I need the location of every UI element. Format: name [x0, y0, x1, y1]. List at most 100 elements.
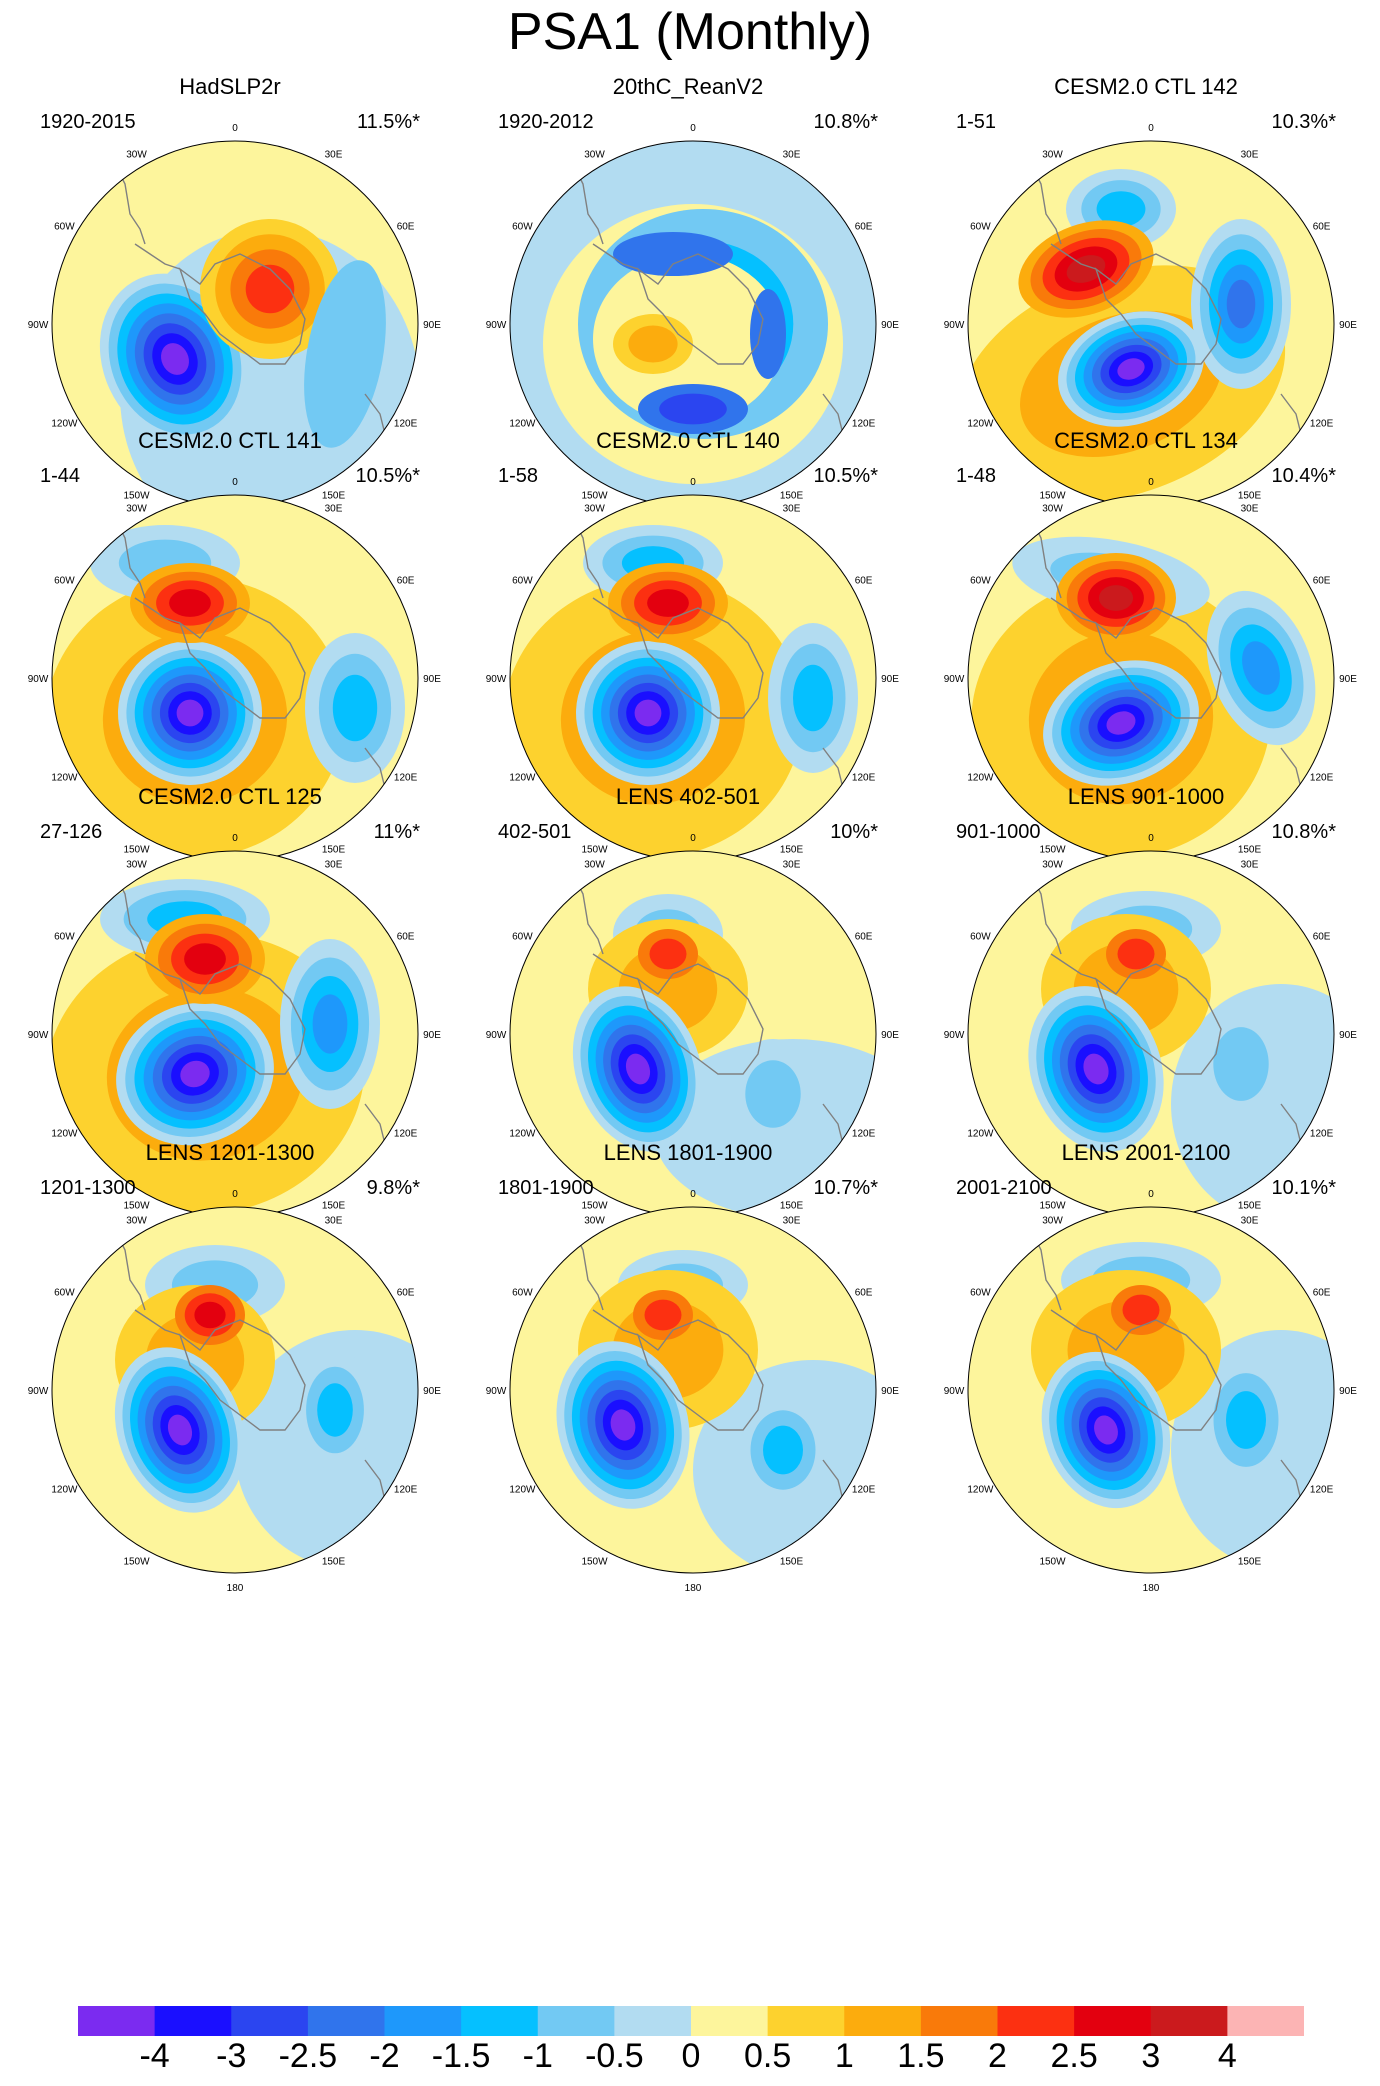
contour-region [610, 1409, 636, 1441]
contour-region [180, 1060, 210, 1088]
contour-region [1122, 1294, 1160, 1326]
panel-title: LENS 1801-1900 [603, 1140, 773, 1165]
longitude-label: 60E [397, 222, 415, 233]
longitude-label: 90W [486, 674, 507, 685]
panel-period: 1-51 [956, 111, 997, 133]
panel-variance: 10.8%* [813, 111, 879, 133]
longitude-label: 30E [1241, 149, 1259, 160]
contour-field [52, 1207, 418, 1573]
panel-period: 402-501 [498, 821, 572, 843]
longitude-label: 60E [1313, 932, 1331, 943]
longitude-label: 60W [970, 1288, 991, 1299]
longitude-label: 90E [423, 1030, 441, 1041]
map-panel: CESM2.0 CTL 140 1-58 10.5%* 0 30E 60E 90E 120E 1… [458, 428, 918, 898]
colorbar-tick-label: 1 [834, 2037, 854, 2075]
colorbar-tick-label: 3 [1141, 2037, 1161, 2075]
longitude-label: 30W [1042, 1215, 1063, 1226]
longitude-label: 30E [783, 859, 801, 870]
longitude-label: 60W [54, 932, 75, 943]
colorbar-tick-label: 2 [988, 2037, 1007, 2075]
longitude-label: 90W [944, 1386, 965, 1397]
longitude-label: 120E [394, 1485, 418, 1496]
longitude-label: 0 [1148, 123, 1154, 134]
contour-region [634, 699, 662, 727]
colorbar-tick-label: 0 [681, 2037, 701, 2075]
contour-field [968, 851, 1334, 1217]
longitude-label: 120W [967, 419, 994, 430]
panel-title: LENS 901-1000 [1067, 784, 1225, 809]
longitude-label: 120E [1310, 773, 1334, 784]
panel-title: CESM2.0 CTL 140 [596, 428, 780, 453]
panel-title: CESM2.0 CTL 142 [1054, 74, 1238, 99]
panel-title: LENS 2001-2100 [1061, 1140, 1231, 1165]
colorbar-swatch [920, 2006, 999, 2036]
longitude-label: 0 [232, 123, 238, 134]
longitude-label: 90W [944, 1030, 965, 1041]
longitude-label: 0 [1148, 477, 1154, 488]
longitude-label: 30W [126, 149, 147, 160]
panel-period: 1-58 [498, 465, 539, 487]
contour-region [169, 589, 211, 617]
longitude-label: 150E [780, 845, 804, 856]
map-panel: LENS 402-501 402-501 10%* 0 30E 60E 90E 120E 150… [458, 784, 918, 1254]
map-panel: CESM2.0 CTL 141 1-44 10.5%* 0 30E 60E 90E 120E 1… [0, 428, 460, 898]
contour-field [52, 141, 418, 507]
longitude-label: 120W [51, 773, 78, 784]
longitude-label: 0 [690, 123, 696, 134]
longitude-label: 90E [881, 674, 899, 685]
colorbar-swatch [767, 2006, 845, 2036]
longitude-label: 60E [397, 1288, 415, 1299]
longitude-label: 90E [1339, 1030, 1357, 1041]
colorbar-swatch [1227, 2006, 1304, 2036]
longitude-label: 90E [881, 320, 899, 331]
longitude-label: 120W [51, 1485, 78, 1496]
longitude-label: 60E [1313, 576, 1331, 587]
colorbar-tick-label: 1.5 [897, 2037, 945, 2075]
contour-region [304, 260, 386, 448]
longitude-label: 0 [690, 1189, 696, 1200]
longitude-label: 120W [509, 1485, 536, 1496]
longitude-label: 90E [1339, 674, 1357, 685]
contour-region [647, 589, 689, 617]
contour-region [644, 1299, 682, 1331]
panel-variance: 10.1%* [1271, 1177, 1337, 1199]
map-panel: LENS 2001-2100 2001-2100 10.1%* 0 30E 60E 90E 1… [916, 1140, 1376, 1610]
longitude-label: 60W [54, 1288, 75, 1299]
contour-region [167, 1414, 193, 1446]
panel-period: 1801-1900 [498, 1177, 594, 1199]
longitude-label: 90E [423, 1386, 441, 1397]
contour-region [1117, 938, 1155, 970]
colorbar-swatch [691, 2006, 769, 2036]
longitude-label: 120E [394, 773, 418, 784]
panel-period: 1-44 [40, 465, 81, 487]
contour-region [1106, 711, 1136, 735]
longitude-label: 150W [1039, 845, 1066, 856]
longitude-label: 60W [512, 222, 533, 233]
longitude-label: 90W [486, 320, 507, 331]
longitude-label: 120W [967, 1485, 994, 1496]
longitude-label: 150W [123, 491, 150, 502]
longitude-label: 150E [780, 491, 804, 502]
longitude-label: 60E [397, 576, 415, 587]
longitude-label: 120W [509, 773, 536, 784]
longitude-label: 150E [1238, 491, 1262, 502]
panel-title: CESM2.0 CTL 125 [138, 784, 322, 809]
longitude-label: 60E [1313, 222, 1331, 233]
longitude-label: 120E [852, 773, 876, 784]
longitude-label: 120E [1310, 1129, 1334, 1140]
longitude-label: 60E [855, 1288, 873, 1299]
longitude-label: 150W [1039, 1557, 1066, 1568]
longitude-label: 60W [54, 222, 75, 233]
panel-variance: 9.8%* [366, 1177, 420, 1199]
contour-field [968, 1207, 1334, 1573]
longitude-label: 60W [970, 576, 991, 587]
map-panel: LENS 1201-1300 1201-1300 9.8%* 0 30E 60E 90E 12… [0, 1140, 460, 1610]
panel-title: CESM2.0 CTL 134 [1054, 428, 1238, 453]
contour-region [1094, 1415, 1118, 1445]
longitude-label: 90E [881, 1030, 899, 1041]
map-border [51, 1206, 419, 1574]
colorbar-tick-label: 2.5 [1050, 2037, 1098, 2075]
longitude-label: 150W [581, 1201, 608, 1212]
